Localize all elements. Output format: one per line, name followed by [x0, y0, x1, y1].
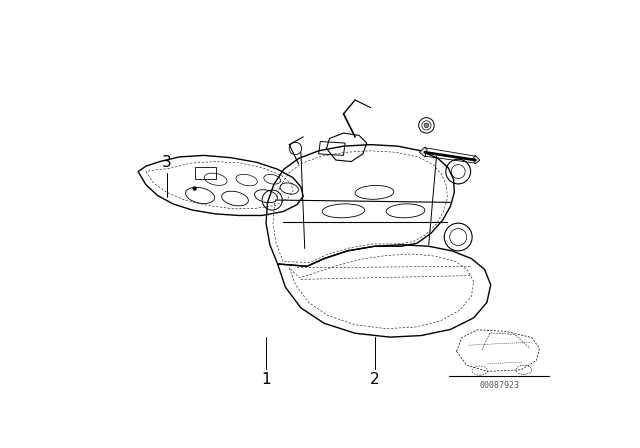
Circle shape: [193, 186, 196, 190]
Polygon shape: [419, 147, 428, 157]
Text: 2: 2: [371, 372, 380, 387]
Text: 1: 1: [261, 372, 271, 387]
Text: 00087923: 00087923: [479, 381, 519, 390]
Text: 3: 3: [162, 155, 172, 170]
Polygon shape: [473, 155, 480, 164]
Circle shape: [424, 123, 429, 128]
